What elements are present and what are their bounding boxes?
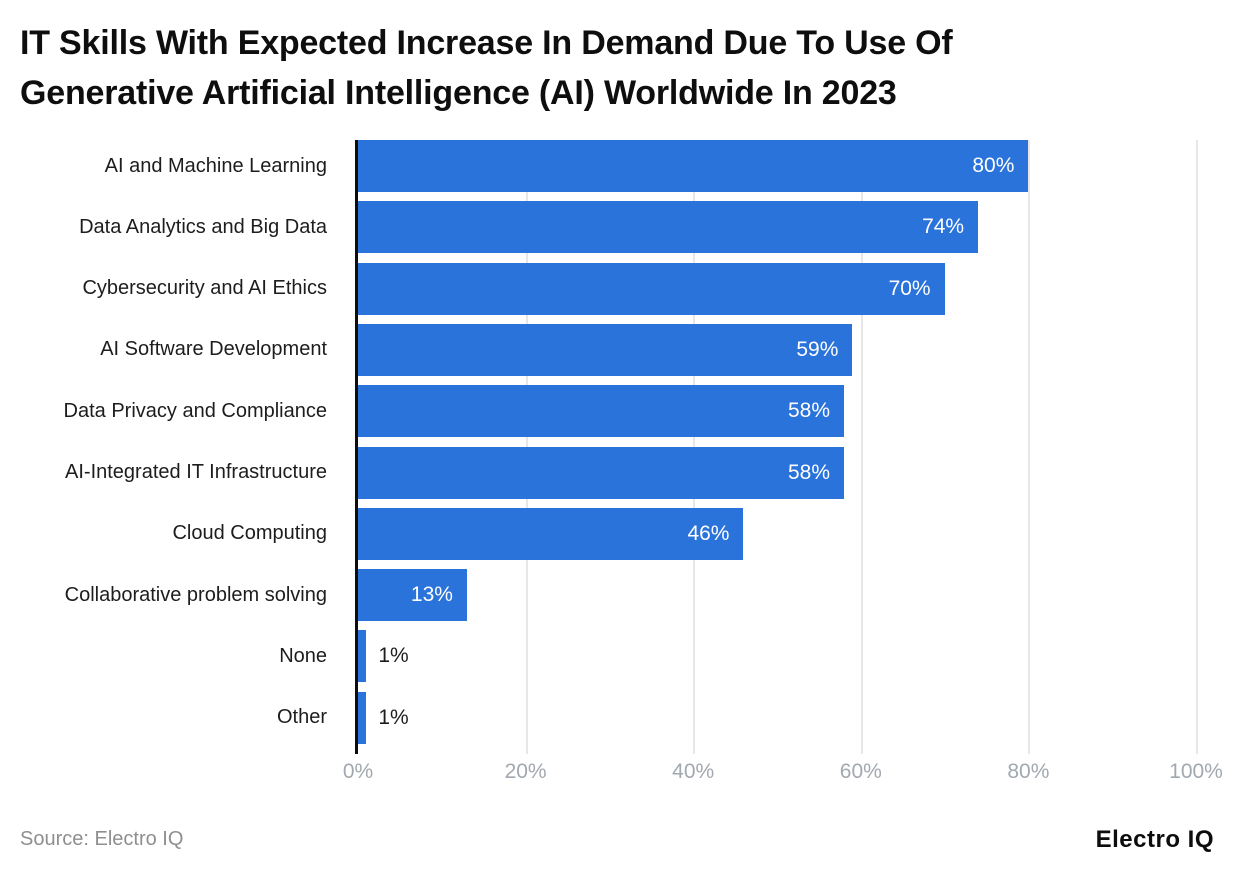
bar-track: 46%	[358, 507, 1196, 560]
category-label: Data Privacy and Compliance	[63, 399, 327, 422]
gridline	[1196, 140, 1198, 754]
chart-title-line-1: IT Skills With Expected Increase In Dema…	[20, 24, 953, 62]
bar-row: None 1%	[0, 630, 1240, 683]
bar: 46%	[358, 507, 744, 560]
bar-row: AI and Machine Learning 80%	[0, 140, 1240, 192]
bar-track: 13%	[358, 569, 1196, 622]
bar: 70%	[358, 262, 945, 315]
value-label: 59%	[796, 337, 839, 361]
bar: 13%	[358, 569, 467, 622]
chart-title: IT Skills With Expected Increase In Dema…	[20, 18, 1220, 118]
bar-track: 80%	[358, 140, 1196, 192]
bar-row: Data Analytics and Big Data 74%	[0, 201, 1240, 254]
value-label: 70%	[888, 276, 931, 300]
bar-track: 1%	[358, 630, 1196, 683]
bar-chart: AI and Machine Learning 80% Data Analytics…	[0, 140, 1240, 754]
bar: 59%	[358, 323, 853, 376]
value-label: 74%	[922, 215, 965, 239]
bar-row: Cybersecurity and AI Ethics 70%	[0, 262, 1240, 315]
bar: 58%	[358, 385, 845, 438]
value-label: 1%	[378, 644, 409, 668]
x-tick-label: 80%	[1007, 760, 1050, 783]
bar-track: 1%	[358, 691, 1196, 744]
bar-row: Cloud Computing 46%	[0, 507, 1240, 560]
category-label: None	[279, 644, 327, 667]
value-label: 46%	[687, 521, 730, 545]
category-label: Other	[276, 706, 327, 729]
category-label: AI and Machine Learning	[104, 154, 327, 177]
y-axis-line	[355, 140, 358, 754]
bar-track: 58%	[358, 385, 1196, 438]
x-tick-label: 20%	[504, 760, 547, 783]
bar-track: 70%	[358, 262, 1196, 315]
category-label: Cloud Computing	[172, 522, 327, 545]
category-label: Cybersecurity and AI Ethics	[82, 277, 327, 300]
bar-row: AI Software Development 59%	[0, 323, 1240, 376]
bar-row: AI-Integrated IT Infrastructure 58%	[0, 446, 1240, 499]
source-note: Source: Electro IQ	[20, 828, 184, 850]
bar: 58%	[358, 446, 845, 499]
value-label: 58%	[788, 399, 831, 423]
bar-track: 58%	[358, 446, 1196, 499]
category-label: Collaborative problem solving	[64, 583, 327, 606]
bar: 74%	[358, 201, 979, 254]
value-label: 80%	[972, 154, 1015, 177]
x-tick-label: 40%	[672, 760, 715, 783]
bar	[358, 630, 367, 683]
x-tick-label: 60%	[839, 760, 882, 783]
gridline	[1028, 140, 1031, 754]
category-label: AI Software Development	[100, 338, 327, 361]
bar-track: 59%	[358, 323, 1196, 376]
value-label: 13%	[410, 583, 453, 607]
category-label: Data Analytics and Big Data	[79, 215, 327, 238]
x-tick-label: 0%	[342, 760, 374, 783]
bar	[358, 691, 367, 744]
value-label: 1%	[378, 705, 409, 729]
value-label: 58%	[788, 460, 831, 484]
brand-logo: Electro IQ	[1095, 826, 1214, 853]
bar-track: 74%	[358, 201, 1196, 254]
gridline	[860, 140, 863, 754]
x-axis: 0% 20% 40% 60% 80% 100%	[343, 760, 1223, 790]
chart-title-line-2: Generative Artificial Intelligence (AI) …	[20, 74, 897, 112]
bar-row: Other 1%	[0, 691, 1240, 744]
category-label: AI-Integrated IT Infrastructure	[65, 461, 327, 483]
bar-row: Data Privacy and Compliance 58%	[0, 385, 1240, 438]
x-tick-label: 100%	[1169, 760, 1223, 783]
bar: 80%	[358, 140, 1029, 192]
bar-row: Collaborative problem solving 13%	[0, 569, 1240, 622]
